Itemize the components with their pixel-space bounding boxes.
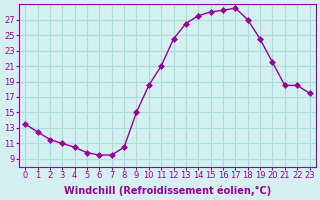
- X-axis label: Windchill (Refroidissement éolien,°C): Windchill (Refroidissement éolien,°C): [64, 185, 271, 196]
